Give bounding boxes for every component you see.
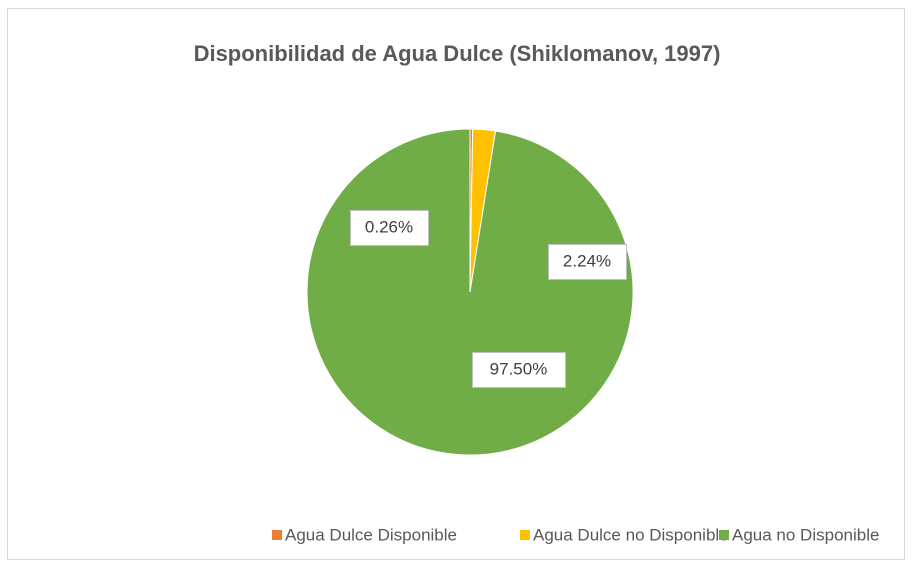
legend-marker xyxy=(272,530,282,540)
data-label-box xyxy=(350,210,429,246)
data-label: 97.50% xyxy=(490,359,548,378)
legend-label: Agua Dulce Disponible xyxy=(285,525,457,544)
data-label: 2.24% xyxy=(563,251,611,270)
legend-marker xyxy=(719,530,729,540)
pie-slice xyxy=(306,128,634,456)
data-label-box xyxy=(548,244,627,280)
data-label-box xyxy=(472,352,566,388)
data-label: 0.26% xyxy=(365,217,413,236)
legend-label: Agua no Disponible xyxy=(732,525,879,544)
legend-marker xyxy=(520,530,530,540)
chart-title: Disponibilidad de Agua Dulce (Shiklomano… xyxy=(194,41,721,66)
legend-label: Agua Dulce no Disponible xyxy=(533,525,729,544)
